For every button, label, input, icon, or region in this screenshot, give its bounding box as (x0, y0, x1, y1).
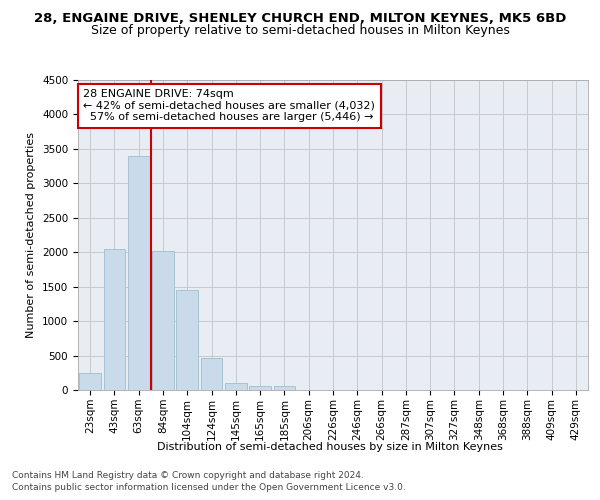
Bar (176, 290, 198, 390)
Text: 28 ENGAINE DRIVE: 74sqm
← 42% of semi-detached houses are smaller (4,032)
  57% : 28 ENGAINE DRIVE: 74sqm ← 42% of semi-de… (83, 90, 375, 122)
Bar (249, 386, 271, 390)
Text: Distribution of semi-detached houses by size in Milton Keynes: Distribution of semi-detached houses by … (157, 442, 503, 452)
Bar (128, 156, 149, 390)
Bar (79, 373, 101, 390)
Text: Size of property relative to semi-detached houses in Milton Keynes: Size of property relative to semi-detach… (91, 24, 509, 37)
Bar (200, 358, 223, 390)
Text: Contains HM Land Registry data © Crown copyright and database right 2024.: Contains HM Land Registry data © Crown c… (12, 471, 364, 480)
Y-axis label: Number of semi-detached properties: Number of semi-detached properties (26, 132, 37, 338)
Bar (152, 251, 174, 390)
Bar (104, 249, 125, 390)
Bar (274, 386, 295, 390)
Bar (225, 383, 247, 390)
Text: Contains public sector information licensed under the Open Government Licence v3: Contains public sector information licen… (12, 484, 406, 492)
Text: 28, ENGAINE DRIVE, SHENLEY CHURCH END, MILTON KEYNES, MK5 6BD: 28, ENGAINE DRIVE, SHENLEY CHURCH END, M… (34, 12, 566, 26)
